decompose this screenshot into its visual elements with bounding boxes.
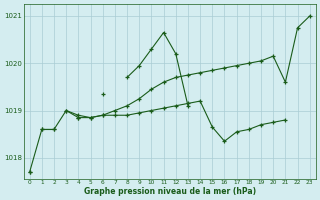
X-axis label: Graphe pression niveau de la mer (hPa): Graphe pression niveau de la mer (hPa): [84, 187, 256, 196]
